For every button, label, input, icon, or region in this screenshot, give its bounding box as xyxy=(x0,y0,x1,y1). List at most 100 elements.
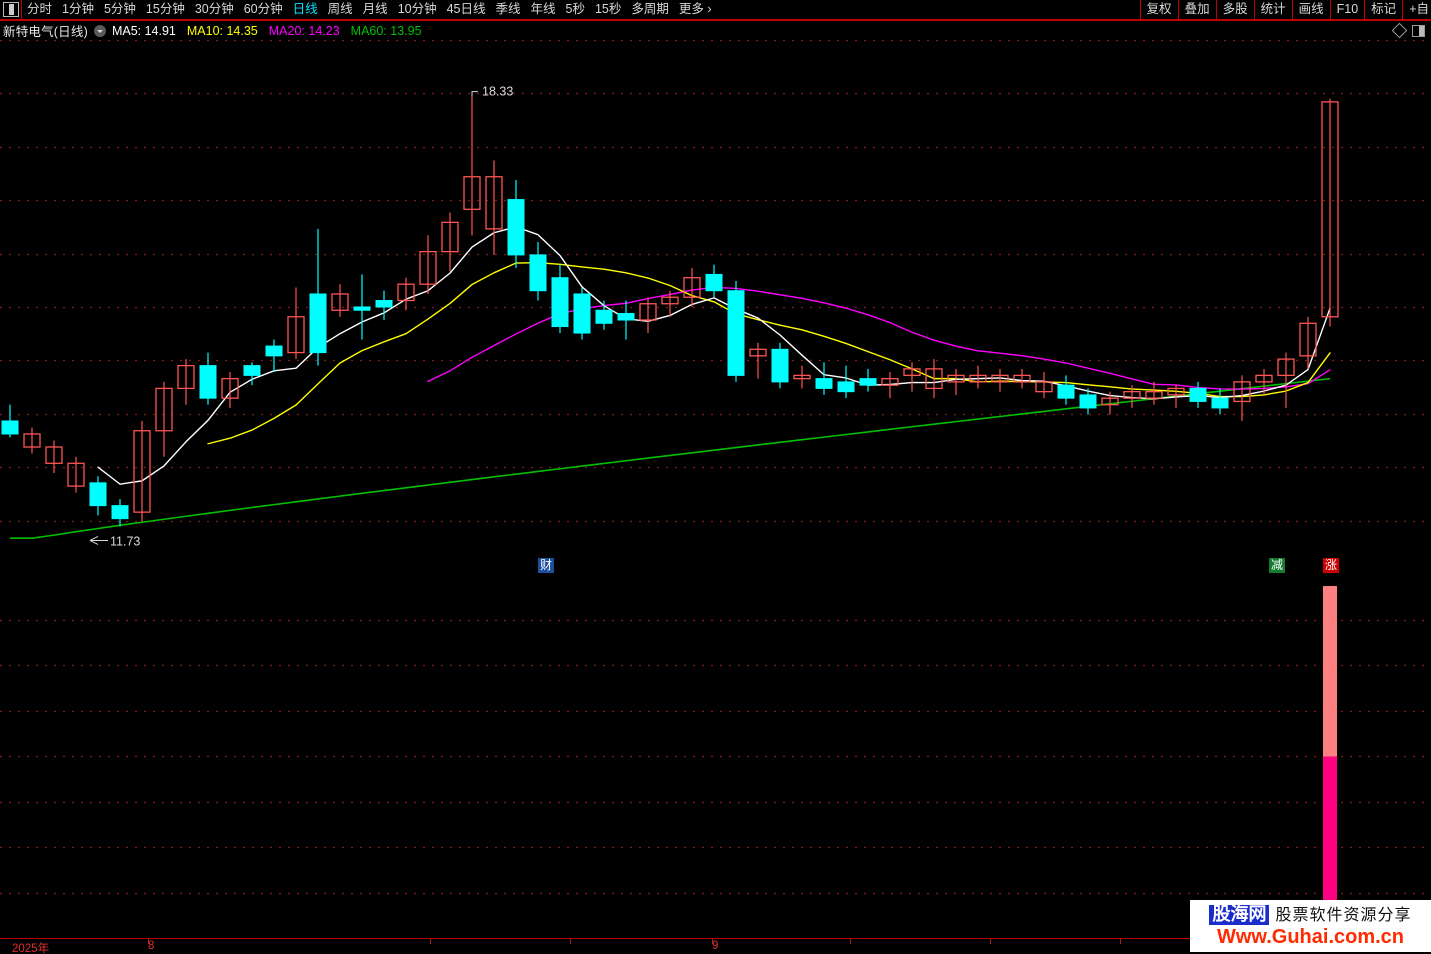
period-tab-3[interactable]: 15分钟 xyxy=(145,2,185,16)
period-tab-12[interactable]: 年线 xyxy=(530,2,556,16)
candle-25 xyxy=(551,264,569,334)
candle-45 xyxy=(991,368,1009,392)
marker-tag-2[interactable]: 涨 xyxy=(1323,558,1340,573)
toolbar-button-复权[interactable]: 复权 xyxy=(1139,0,1178,20)
period-toolbar-left: 分时 1分钟 5分钟 15分钟 30分钟 60分钟 日线 周线 月线 10分钟 45日线 季线 年线 5秒… xyxy=(0,0,717,20)
ma5-line xyxy=(97,226,1331,485)
date-axis[interactable]: 2025年 8 9 xyxy=(0,938,1431,954)
toolbar-button-叠加[interactable]: 叠加 xyxy=(1177,0,1216,20)
indicator-chart-pane[interactable] xyxy=(0,574,1431,938)
candle-49 xyxy=(1079,388,1097,415)
candle-28 xyxy=(617,300,635,340)
period-tab-8[interactable]: 月线 xyxy=(362,2,388,16)
watermark-url: Www.Guhai.com.cn xyxy=(1216,926,1405,948)
toolbar-button-多股[interactable]: 多股 xyxy=(1215,0,1254,20)
high-price-label: 18.33 xyxy=(482,85,513,99)
period-tab-10[interactable]: 45日线 xyxy=(446,2,486,16)
date-label-1: 8 xyxy=(148,940,155,952)
date-tick-4 xyxy=(850,939,851,944)
candle-5 xyxy=(111,499,129,527)
date-tick-3 xyxy=(712,939,713,944)
candle-3 xyxy=(67,456,85,493)
candle-26 xyxy=(573,287,591,340)
candle-32 xyxy=(705,264,723,298)
candle-34 xyxy=(749,342,767,379)
period-tab-2[interactable]: 5分钟 xyxy=(103,2,136,16)
low-price-label: 11.73 xyxy=(110,534,140,548)
candle-55 xyxy=(1211,388,1229,415)
ma-legend-2: MA20: 14.23 xyxy=(268,23,340,38)
period-tab-14[interactable]: 15秒 xyxy=(594,2,622,16)
period-tab-9[interactable]: 10分钟 xyxy=(397,2,437,16)
date-tick-2 xyxy=(570,939,571,944)
period-tab-0[interactable]: 分时 xyxy=(27,2,53,16)
candle-33 xyxy=(727,280,745,382)
candle-21 xyxy=(463,96,481,236)
candle-23 xyxy=(507,180,525,268)
stock-name-label[interactable]: 新特电气(日线) xyxy=(3,25,88,39)
candle-2 xyxy=(45,440,63,474)
toolbar-button-标记[interactable]: 标记 xyxy=(1364,0,1402,20)
panel-toggle-icon[interactable] xyxy=(3,2,19,17)
candle-13 xyxy=(287,287,305,360)
candle-50 xyxy=(1101,391,1119,415)
toolbar-button-+自[interactable]: +自 xyxy=(1402,0,1431,20)
indicator-bar-bottom-0 xyxy=(1323,756,1337,914)
candle-56 xyxy=(1233,375,1251,421)
price-chart-pane[interactable]: 18.33 11.73 xyxy=(0,40,1431,574)
candle-8 xyxy=(177,359,195,405)
period-tab-1[interactable]: 1分钟 xyxy=(62,2,94,16)
toolbar-divider xyxy=(21,0,22,20)
candle-24 xyxy=(529,241,547,301)
indicator-bar-top-0 xyxy=(1323,586,1337,757)
period-tab-16[interactable]: 更多 › xyxy=(678,2,712,16)
period-tab-5[interactable]: 60分钟 xyxy=(243,2,283,16)
date-label-0: 2025年 xyxy=(12,943,50,954)
marker-tag-0[interactable]: 财 xyxy=(538,558,555,573)
date-tick-0 xyxy=(148,939,149,944)
candle-10 xyxy=(221,372,239,408)
candle-43 xyxy=(947,368,965,395)
candle-31 xyxy=(683,267,701,307)
indicator-chart-svg xyxy=(0,574,1431,938)
candle-52 xyxy=(1145,381,1163,405)
period-tab-7[interactable]: 周线 xyxy=(327,2,353,16)
candle-29 xyxy=(639,297,657,334)
chevron-down-icon[interactable] xyxy=(93,24,106,37)
period-tab-6[interactable]: 日线 xyxy=(292,2,318,16)
period-tab-11[interactable]: 季线 xyxy=(495,2,521,16)
candle-6 xyxy=(133,420,151,522)
ma-legend-0: MA5: 14.91 xyxy=(111,23,176,38)
toolbar-right-buttons: 复权 叠加 多股 统计 画线 F10 标记 +自 xyxy=(1139,0,1431,20)
candle-18 xyxy=(397,277,415,311)
candle-42 xyxy=(925,359,943,399)
candle-54 xyxy=(1189,381,1207,408)
candle-16 xyxy=(353,274,371,340)
panel-icon[interactable] xyxy=(1412,24,1425,37)
candle-41 xyxy=(903,362,921,392)
candle-17 xyxy=(375,290,393,321)
toolbar-button-F10[interactable]: F10 xyxy=(1329,0,1365,20)
candle-1 xyxy=(23,427,41,454)
candle-46 xyxy=(1013,368,1031,389)
candle-0 xyxy=(1,404,19,438)
candle-30 xyxy=(661,290,679,317)
toolbar-button-统计[interactable]: 统计 xyxy=(1253,0,1292,20)
period-tab-13[interactable]: 5秒 xyxy=(565,2,585,16)
diamond-icon[interactable] xyxy=(1391,22,1408,39)
watermark: 股海网 股票软件资源分享 Www.Guhai.com.cn xyxy=(1190,900,1431,952)
stock-info-bar: 新特电气(日线) MA5: 14.91 MA10: 14.35 MA20: 14.2… xyxy=(0,22,1431,39)
marker-tag-1[interactable]: 减 xyxy=(1269,558,1286,573)
candle-36 xyxy=(793,365,811,389)
candle-14 xyxy=(309,228,327,366)
candle-37 xyxy=(815,362,833,395)
date-tick-5 xyxy=(990,939,991,944)
ma-legend-1: MA10: 14.35 xyxy=(186,23,258,38)
candle-48 xyxy=(1057,375,1075,405)
price-annotations: 18.33 11.73 xyxy=(89,85,513,548)
period-tab-4[interactable]: 30分钟 xyxy=(194,2,234,16)
period-tab-15[interactable]: 多周期 xyxy=(631,2,669,16)
toolbar-button-画线[interactable]: 画线 xyxy=(1291,0,1330,20)
candle-51 xyxy=(1123,385,1141,408)
